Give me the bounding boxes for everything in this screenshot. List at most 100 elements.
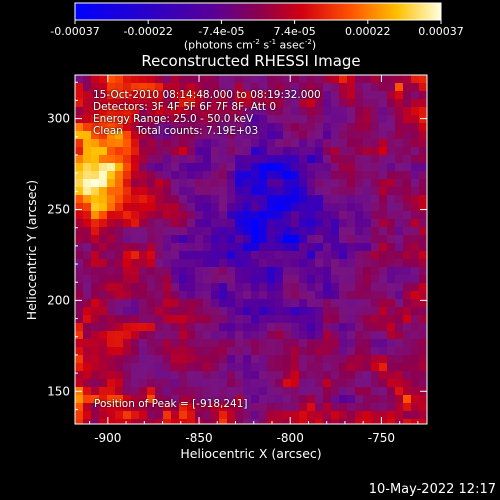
heatmap-cell <box>187 291 196 300</box>
heatmap-cell <box>155 251 164 260</box>
heatmap-cell <box>283 395 292 404</box>
heatmap-cell <box>395 155 404 164</box>
heatmap-cell <box>179 363 188 372</box>
heatmap-cell <box>307 411 316 420</box>
heatmap-cell <box>267 251 276 260</box>
heatmap-cell <box>131 179 140 188</box>
heatmap-cell <box>275 147 284 156</box>
heatmap-cell <box>323 139 332 148</box>
heatmap-cell <box>411 187 420 196</box>
heatmap-cell <box>211 355 220 364</box>
heatmap-cell <box>211 155 220 164</box>
heatmap-cell <box>187 187 196 196</box>
heatmap-cell <box>203 195 212 204</box>
heatmap-cell <box>419 347 427 356</box>
heatmap-cell <box>347 99 356 108</box>
heatmap-cell <box>211 171 220 180</box>
heatmap-cell <box>267 307 276 316</box>
heatmap-cell <box>171 291 180 300</box>
heatmap-cell <box>363 219 372 228</box>
heatmap-cell <box>179 419 188 424</box>
heatmap-cell <box>307 395 316 404</box>
heatmap-cell <box>155 179 164 188</box>
heatmap-cell <box>371 291 380 300</box>
heatmap-cell <box>379 419 388 424</box>
heatmap-cell <box>275 187 284 196</box>
heatmap-cell <box>139 387 148 396</box>
heatmap-cell <box>363 251 372 260</box>
heatmap-cell <box>147 291 156 300</box>
heatmap-cell <box>243 155 252 164</box>
heatmap-cell <box>243 235 252 244</box>
heatmap-cell <box>387 323 396 332</box>
heatmap-cell <box>195 315 204 324</box>
heatmap-cell <box>251 299 260 308</box>
heatmap-cell <box>379 139 388 148</box>
heatmap-cell <box>123 115 132 124</box>
heatmap-cell <box>235 99 244 108</box>
heatmap-cell <box>403 179 412 188</box>
heatmap-cell <box>355 307 364 316</box>
heatmap-cell <box>163 203 172 212</box>
heatmap-cell <box>243 211 252 220</box>
heatmap-cell <box>131 155 140 164</box>
heatmap-cell <box>235 227 244 236</box>
colorbar-tick-label: 0.00037 <box>418 25 464 38</box>
heatmap-cell <box>203 99 212 108</box>
heatmap-cell <box>267 91 276 100</box>
heatmap-cell <box>99 251 108 260</box>
heatmap-cell <box>363 331 372 340</box>
heatmap-cell <box>163 131 172 140</box>
heatmap-cell <box>203 363 212 372</box>
heatmap-cell <box>363 267 372 276</box>
heatmap-cell <box>323 251 332 260</box>
heatmap-cell <box>187 75 196 84</box>
heatmap-cell <box>115 211 124 220</box>
heatmap-cell <box>371 299 380 308</box>
heatmap-cell <box>347 291 356 300</box>
heatmap-cell <box>115 83 124 92</box>
heatmap-cell <box>339 171 348 180</box>
heatmap-cell <box>315 275 324 284</box>
heatmap-cell <box>299 75 308 84</box>
heatmap-cell <box>275 275 284 284</box>
heatmap-cell <box>75 379 84 388</box>
heatmap-cell <box>203 299 212 308</box>
heatmap-cell <box>187 267 196 276</box>
heatmap-cell <box>299 387 308 396</box>
heatmap-cell <box>299 259 308 268</box>
heatmap-cell <box>275 411 284 420</box>
heatmap-cell <box>235 123 244 132</box>
heatmap-cell <box>99 155 108 164</box>
heatmap-cell <box>91 387 100 396</box>
heatmap-cell <box>355 115 364 124</box>
heatmap-cell <box>163 275 172 284</box>
heatmap-cell <box>243 291 252 300</box>
heatmap-cell <box>219 267 228 276</box>
heatmap-cell <box>307 147 316 156</box>
heatmap-cell <box>155 315 164 324</box>
heatmap-cell <box>387 259 396 268</box>
heatmap-cell <box>163 331 172 340</box>
heatmap-cell <box>219 155 228 164</box>
heatmap-cell <box>219 347 228 356</box>
heatmap-cell <box>283 299 292 308</box>
heatmap-cell <box>227 379 236 388</box>
heatmap-cell <box>99 419 108 424</box>
heatmap-cell <box>195 339 204 348</box>
heatmap-cell <box>83 163 92 172</box>
heatmap-cell <box>115 347 124 356</box>
heatmap-cell <box>243 115 252 124</box>
colorbar-tick-label: 7.4e-05 <box>273 25 315 38</box>
heatmap-cell <box>155 107 164 116</box>
heatmap-cell <box>411 243 420 252</box>
heatmap-cell <box>275 171 284 180</box>
heatmap-cell <box>291 163 300 172</box>
heatmap-cell <box>411 419 420 424</box>
heatmap-cell <box>315 131 324 140</box>
heatmap-cell <box>227 315 236 324</box>
heatmap-cell <box>387 211 396 220</box>
heatmap-cell <box>307 347 316 356</box>
heatmap-cell <box>195 243 204 252</box>
